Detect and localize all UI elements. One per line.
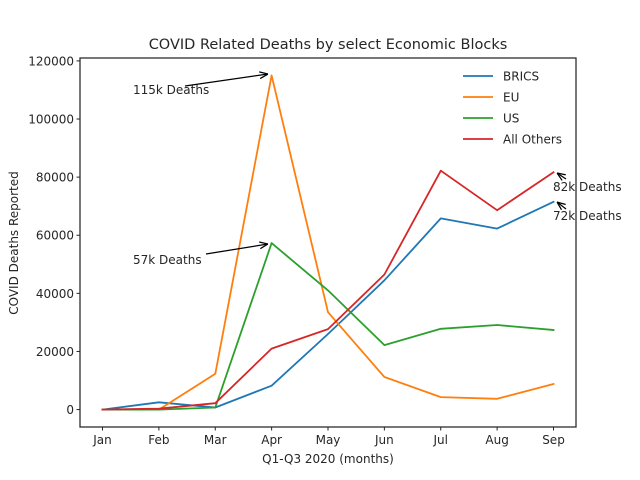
legend-label: US — [503, 112, 519, 126]
y-tick-label: 40000 — [36, 287, 74, 301]
annotation-label: 57k Deaths — [133, 253, 202, 267]
x-tick-label: Jun — [374, 433, 394, 447]
x-axis-label: Q1-Q3 2020 (months) — [262, 452, 394, 466]
y-axis-label: COVID Deaths Reported — [7, 171, 21, 315]
x-tick-label: Sep — [542, 433, 565, 447]
annotation-label: 72k Deaths — [553, 209, 622, 223]
legend-label: BRICS — [503, 70, 539, 84]
legend-label: All Others — [503, 133, 562, 147]
plot-frame — [79, 57, 577, 428]
y-axis: 0 20000 40000 60000 80000 100000 120000 — [28, 54, 80, 417]
x-tick-label: Feb — [148, 433, 169, 447]
y-tick-label: 80000 — [36, 171, 74, 185]
x-tick-label: Aug — [485, 433, 508, 447]
y-tick-label: 0 — [66, 403, 74, 417]
x-tick-label: Mar — [204, 433, 227, 447]
annotation-arrow — [184, 74, 268, 87]
y-tick-label: 20000 — [36, 345, 74, 359]
series-line-brics — [101, 200, 555, 411]
x-tick-label: Apr — [261, 433, 282, 447]
x-tick-label: May — [316, 433, 341, 447]
series-line-all-others — [101, 169, 555, 411]
legend: BRICS EU US All Others — [463, 70, 562, 147]
annotations: 115k Deaths 57k Deaths 82k Deaths 72k Death… — [133, 74, 622, 267]
plot-area — [101, 74, 555, 411]
series-line-us — [101, 242, 555, 411]
x-tick-label: Jul — [433, 433, 448, 447]
x-axis: Jan Feb Mar Apr May Jun Jul Aug Sep — [92, 427, 565, 447]
x-tick-label: Jan — [92, 433, 112, 447]
y-tick-label: 120000 — [28, 54, 74, 68]
series-line-eu — [101, 74, 555, 411]
chart-title: COVID Related Deaths by select Economic … — [149, 37, 508, 53]
annotation-label: 115k Deaths — [133, 83, 209, 97]
legend-label: EU — [503, 91, 519, 105]
annotation-arrow — [557, 202, 567, 209]
y-tick-label: 100000 — [28, 113, 74, 127]
annotation-arrow — [205, 244, 268, 255]
y-tick-label: 60000 — [36, 229, 74, 243]
annotation-arrow — [557, 173, 567, 179]
annotation-label: 82k Deaths — [553, 180, 622, 194]
